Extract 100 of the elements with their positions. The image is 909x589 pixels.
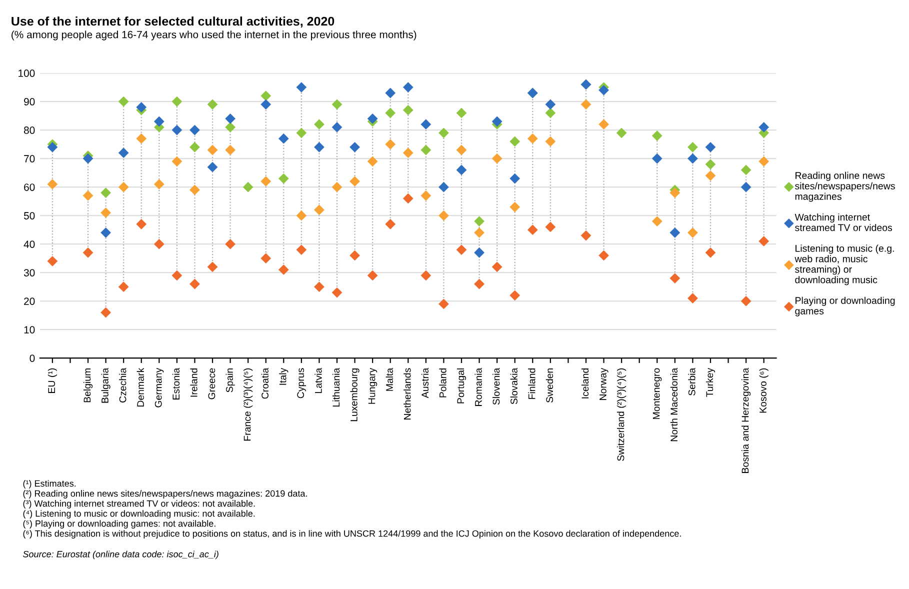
point [688, 293, 698, 304]
text: (²) Reading online news sites/newspapers/news magazines: 2019 data. [23, 490, 307, 498]
point [456, 164, 467, 176]
point [207, 262, 218, 272]
point [260, 90, 272, 102]
x-tick-label: Portugal [456, 368, 466, 404]
point [758, 122, 770, 132]
point [136, 133, 147, 144]
x-tick-label: EU (¹) [48, 368, 57, 393]
point [278, 264, 289, 275]
point [688, 142, 698, 152]
point [420, 144, 432, 156]
x-tick-label: Spain [226, 368, 235, 392]
point [385, 108, 396, 118]
point [207, 144, 218, 156]
point [332, 122, 342, 132]
text: (⁶) This designation is without prejudice to positions on status, and is in line with UNSCR 1244/1999 and the ICJ Opinion on the Kosovo declaration of independence. [23, 530, 681, 539]
point [172, 270, 182, 281]
point [598, 84, 609, 96]
point [758, 156, 770, 167]
x-tick-label: Kosovo (⁶) [759, 368, 768, 413]
point [225, 122, 236, 132]
x-tick-label: Bosnia and Herzegovina [742, 368, 751, 473]
point [225, 144, 236, 156]
point [190, 278, 200, 290]
point [474, 278, 484, 290]
y-tick-label: 90 [24, 98, 35, 106]
point [510, 136, 520, 147]
point [456, 108, 467, 118]
x-tick-label: Switzerland (²)(³)(⁴)(⁵) [617, 368, 626, 461]
point [385, 218, 396, 230]
point [402, 148, 414, 158]
point [314, 119, 324, 130]
x-tick-label: Bulgaria [101, 368, 110, 403]
point [492, 116, 502, 127]
point [740, 164, 752, 176]
point [332, 182, 342, 192]
point [438, 182, 449, 192]
point [580, 230, 592, 241]
x-tick-label: Romania [474, 368, 482, 406]
point [492, 262, 502, 272]
point [492, 153, 502, 164]
x-tick-label: Turkey [706, 368, 716, 397]
point [190, 142, 200, 152]
point [118, 96, 129, 107]
point [100, 188, 111, 198]
point [296, 82, 307, 92]
point [438, 210, 449, 221]
x-tick-label: Norway [600, 368, 608, 400]
point [332, 287, 342, 298]
source-note: Source: Eurostat (online data code: isoc_ci_ac_i) [22, 550, 218, 560]
point [438, 298, 449, 310]
y-tick-label: 30 [24, 269, 35, 276]
point [670, 188, 680, 198]
point [136, 102, 147, 112]
point [510, 173, 520, 184]
point [207, 99, 218, 110]
point [420, 270, 432, 281]
x-tick-label: Estonia [172, 368, 180, 400]
point [367, 113, 378, 124]
x-tick-label: Denmark [136, 368, 144, 406]
y-tick-label: 40 [24, 240, 35, 248]
point [172, 156, 182, 167]
point [225, 113, 236, 124]
point [705, 142, 716, 152]
point [350, 176, 360, 187]
point [545, 108, 556, 118]
x-tick-label: Czechia [119, 368, 126, 402]
point [100, 307, 111, 318]
point [118, 148, 129, 158]
x-tick-label: Cyprus [297, 368, 306, 398]
point [652, 130, 662, 141]
point [385, 139, 396, 150]
point [616, 128, 627, 138]
point [260, 176, 272, 187]
x-tick-label: Austria [421, 368, 429, 398]
point [420, 190, 432, 201]
point [510, 202, 520, 212]
point [420, 119, 432, 130]
x-tick-label: Greece [208, 368, 216, 400]
point [154, 238, 164, 250]
point [598, 250, 609, 261]
y-tick-label: 80 [24, 126, 35, 134]
point [350, 142, 360, 152]
x-tick-label: Sweden [546, 368, 554, 403]
point [402, 82, 414, 92]
y-tick-label: 0 [30, 354, 35, 362]
x-tick-label: North Macedonia [670, 368, 678, 442]
point [510, 290, 520, 301]
legend-label: Listening to music (e.g. web radio, music streaming) or downloading music [794, 244, 894, 286]
point [688, 227, 698, 238]
x-tick-label: Montenegro [652, 368, 662, 419]
point [545, 99, 556, 110]
point [474, 247, 484, 258]
point [598, 119, 609, 130]
point [296, 128, 307, 138]
point [705, 247, 716, 258]
x-tick-label: Finland [528, 368, 536, 399]
point [190, 124, 200, 136]
point [296, 210, 307, 221]
